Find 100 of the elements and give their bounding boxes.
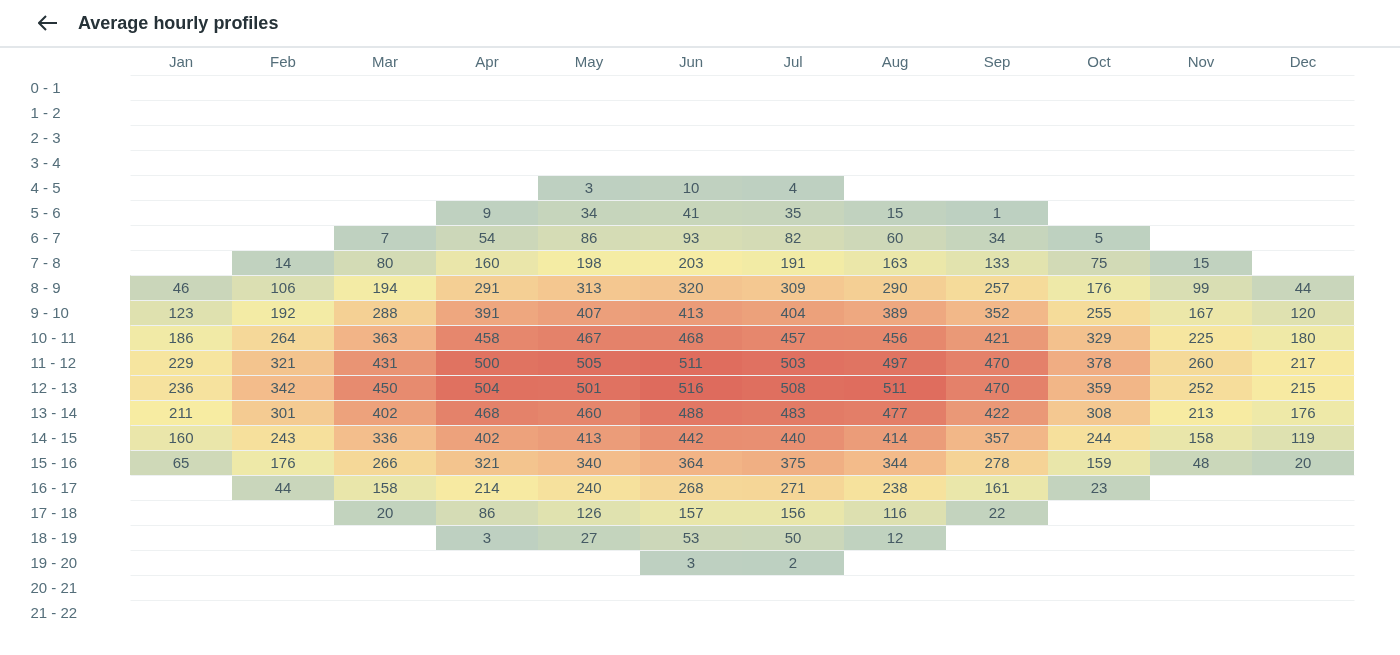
y-tick-label: 21 - 22 [30, 603, 78, 621]
data-label: 236 [168, 378, 194, 396]
data-label: 477 [882, 403, 908, 421]
x-tick-label: Jun [678, 52, 704, 70]
y-tick-label: 16 - 17 [30, 478, 78, 496]
data-label: 501 [576, 378, 602, 396]
data-label: 14 [274, 253, 292, 271]
y-tick-label: 10 - 11 [30, 328, 77, 346]
data-label: 336 [372, 428, 398, 446]
data-label: 470 [984, 353, 1010, 371]
y-tick-label: 8 - 9 [30, 278, 61, 296]
data-label: 203 [678, 253, 704, 271]
data-label: 99 [1192, 278, 1210, 296]
data-label: 278 [984, 453, 1010, 471]
y-tick-label: 15 - 16 [30, 453, 78, 471]
data-label: 198 [576, 253, 602, 271]
data-label: 505 [576, 353, 602, 371]
data-label: 9 [482, 203, 492, 221]
data-label: 65 [172, 453, 190, 471]
x-tick-label: Feb [270, 52, 296, 70]
data-label: 456 [882, 328, 908, 346]
data-label: 163 [882, 253, 908, 271]
data-label: 3 [584, 178, 594, 196]
data-label: 158 [372, 478, 398, 496]
data-label: 20 [376, 503, 394, 521]
data-label: 10 [682, 178, 700, 196]
data-label: 442 [678, 428, 704, 446]
y-tick-label: 20 - 21 [30, 578, 78, 596]
data-label: 266 [372, 453, 398, 471]
data-label: 402 [474, 428, 500, 446]
data-label: 191 [780, 253, 806, 271]
data-label: 391 [474, 303, 500, 321]
data-label: 450 [372, 378, 398, 396]
data-label: 5 [1094, 228, 1104, 246]
data-label: 421 [984, 328, 1010, 346]
data-label: 186 [168, 328, 194, 346]
data-label: 320 [678, 278, 704, 296]
data-label: 460 [576, 403, 602, 421]
data-label: 2 [788, 553, 798, 571]
data-label: 15 [1192, 253, 1210, 271]
data-label: 82 [784, 228, 802, 246]
data-label: 364 [678, 453, 704, 471]
x-tick-label: Jul [783, 52, 803, 70]
data-label: 215 [1290, 378, 1316, 396]
data-label: 457 [780, 328, 806, 346]
data-label: 440 [780, 428, 806, 446]
y-tick-label: 0 - 1 [30, 78, 61, 96]
data-label: 290 [882, 278, 908, 296]
data-label: 48 [1192, 453, 1210, 471]
data-label: 422 [984, 403, 1010, 421]
data-label: 504 [474, 378, 500, 396]
data-label: 243 [270, 428, 296, 446]
data-label: 27 [580, 528, 598, 546]
data-label: 407 [576, 303, 602, 321]
data-label: 20 [1294, 453, 1312, 471]
data-label: 192 [270, 303, 296, 321]
data-label: 34 [988, 228, 1006, 246]
data-label: 225 [1188, 328, 1214, 346]
chart-title: Average hourly profiles [78, 12, 279, 34]
y-tick-label: 19 - 20 [30, 553, 78, 571]
data-label: 313 [576, 278, 602, 296]
data-label: 344 [882, 453, 908, 471]
data-label: 156 [780, 503, 806, 521]
data-label: 160 [474, 253, 500, 271]
data-label: 329 [1086, 328, 1112, 346]
y-tick-label: 14 - 15 [30, 428, 78, 446]
data-label: 321 [474, 453, 500, 471]
data-label: 4 [788, 178, 798, 196]
data-label: 119 [1291, 428, 1315, 446]
data-label: 352 [984, 303, 1010, 321]
data-label: 160 [168, 428, 194, 446]
data-label: 158 [1188, 428, 1214, 446]
data-label: 93 [682, 228, 700, 246]
data-label: 378 [1086, 353, 1112, 371]
data-label: 213 [1188, 403, 1214, 421]
y-tick-label: 6 - 7 [30, 228, 61, 246]
data-label: 271 [780, 478, 806, 496]
data-label: 176 [1086, 278, 1112, 296]
y-tick-label: 9 - 10 [30, 303, 69, 321]
data-label: 468 [474, 403, 500, 421]
data-label: 309 [780, 278, 806, 296]
data-label: 126 [576, 503, 602, 521]
y-tick-label: 2 - 3 [30, 128, 61, 146]
data-label: 413 [678, 303, 704, 321]
data-label: 321 [270, 353, 296, 371]
y-tick-label: 12 - 13 [30, 378, 78, 396]
data-label: 1 [992, 203, 1002, 221]
data-label: 483 [780, 403, 806, 421]
data-label: 161 [984, 478, 1010, 496]
data-label: 308 [1086, 403, 1112, 421]
data-label: 50 [784, 528, 802, 546]
y-tick-label: 11 - 12 [30, 353, 77, 371]
data-label: 229 [168, 353, 194, 371]
data-label: 291 [474, 278, 500, 296]
data-label: 123 [168, 303, 194, 321]
data-label: 340 [576, 453, 602, 471]
data-label: 260 [1188, 353, 1214, 371]
y-tick-label: 13 - 14 [30, 403, 78, 421]
data-label: 15 [886, 203, 904, 221]
x-tick-label: Apr [475, 52, 499, 70]
